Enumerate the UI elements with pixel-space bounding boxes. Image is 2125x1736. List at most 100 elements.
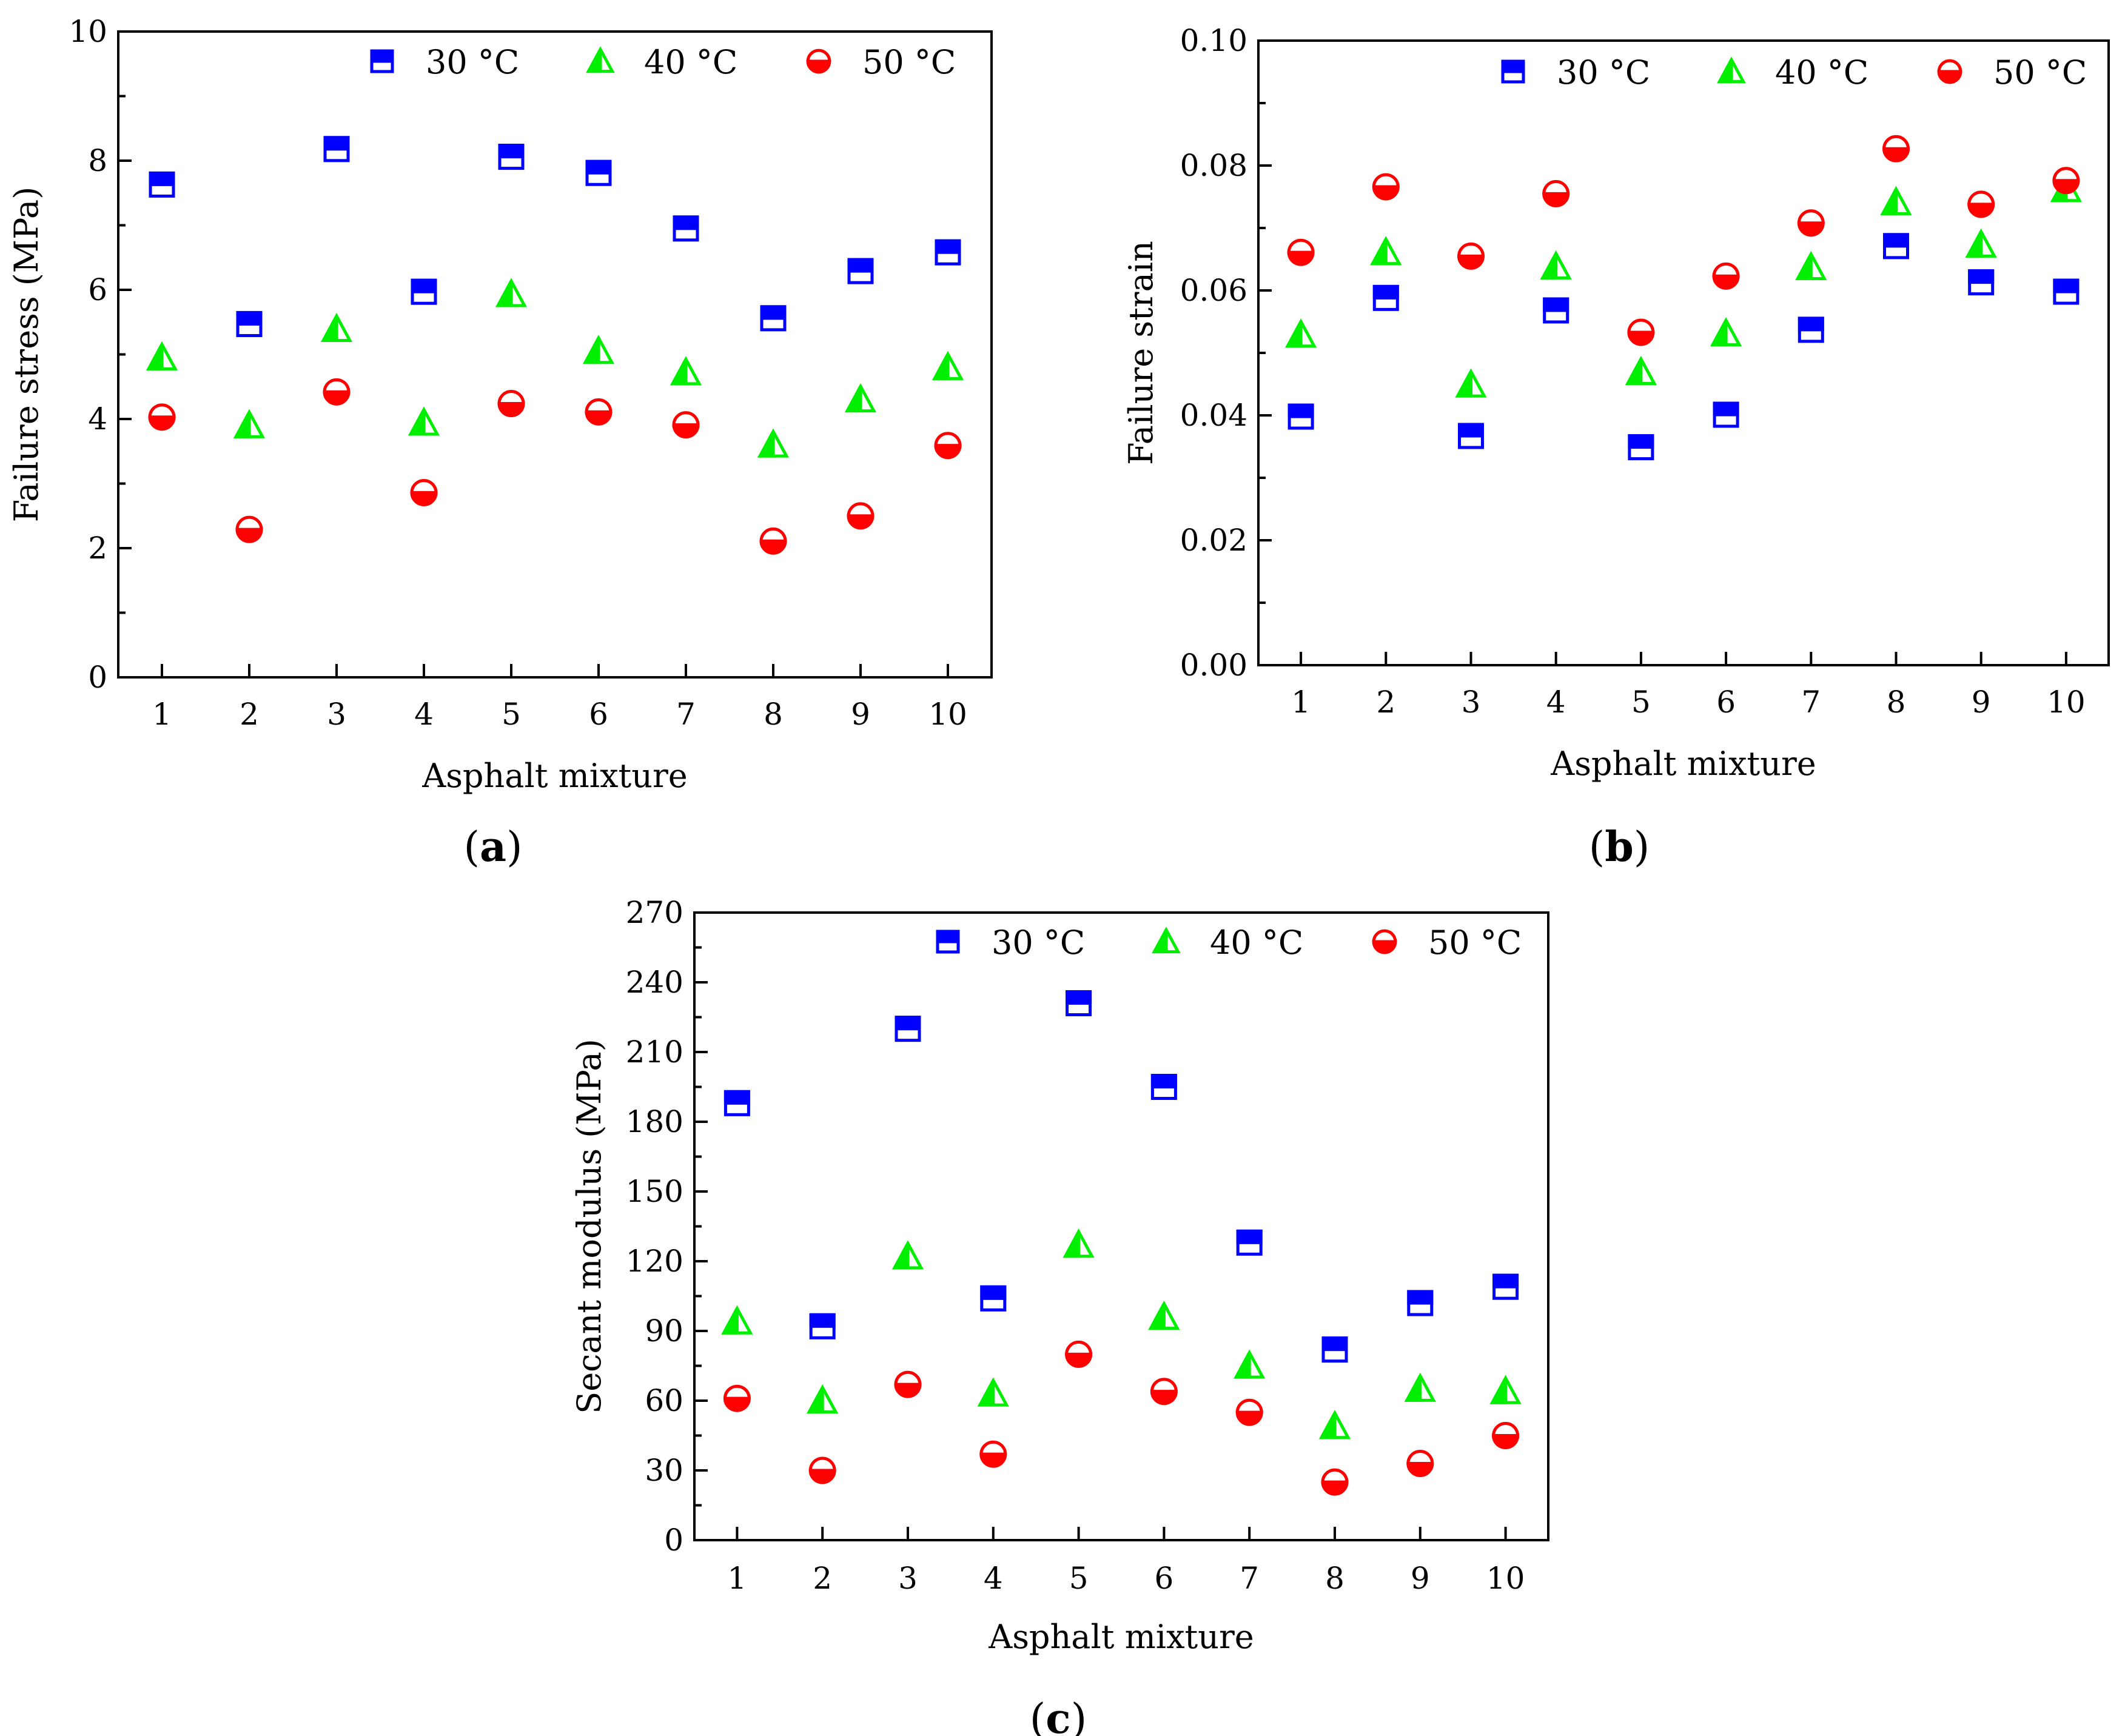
data-point-fill — [723, 1090, 750, 1105]
data-point-fill — [1404, 1375, 1422, 1402]
x-axis-title: Asphalt mixture — [988, 1618, 1254, 1656]
caption-letter: b — [1605, 823, 1634, 871]
series-triangle — [1285, 173, 2082, 398]
data-point-fill — [1321, 1480, 1349, 1496]
data-point-fill — [1457, 254, 1485, 270]
legend-marker-fill — [936, 930, 960, 943]
data-point-fill — [1370, 238, 1388, 266]
data-point — [1540, 250, 1572, 280]
data-point-fill — [1406, 1462, 1434, 1477]
data-point-fill — [980, 1285, 1007, 1300]
data-point — [1150, 1378, 1178, 1406]
data-point — [1965, 228, 1997, 258]
data-point — [759, 527, 787, 555]
x-tick-label: 5 — [1069, 1561, 1089, 1596]
data-point-fill — [498, 144, 525, 159]
y-tick-label: 60 — [645, 1383, 683, 1418]
data-point-fill — [1797, 221, 1825, 237]
data-point — [585, 159, 612, 186]
data-point — [891, 1240, 924, 1270]
data-point-fill — [894, 1382, 922, 1398]
data-point-fill — [1628, 434, 1654, 449]
data-point-fill — [1285, 321, 1303, 348]
data-point-fill — [844, 386, 862, 413]
y-tick-label: 270 — [626, 895, 683, 930]
x-tick-label: 1 — [1291, 685, 1311, 720]
data-point — [1628, 434, 1654, 461]
data-point — [148, 403, 176, 431]
data-point — [932, 350, 964, 380]
x-tick-label: 10 — [928, 697, 967, 732]
data-point — [1627, 318, 1655, 346]
data-point-fill — [1287, 403, 1314, 418]
data-point-fill — [1540, 252, 1558, 280]
caption-open: ( — [1589, 823, 1605, 871]
caption-letter: a — [480, 823, 506, 871]
data-point-fill — [408, 409, 426, 436]
data-point — [1407, 1290, 1434, 1316]
x-tick-label: 6 — [589, 697, 608, 732]
series-circle — [723, 1340, 1520, 1496]
x-tick-label: 7 — [676, 697, 696, 732]
data-point — [497, 389, 525, 417]
caption-close: ) — [506, 823, 523, 871]
legend-label: 30 °C — [992, 923, 1085, 962]
legend-marker-fill — [1372, 940, 1397, 954]
y-tick-label: 120 — [626, 1244, 683, 1279]
data-point — [1406, 1450, 1434, 1477]
data-point-fill — [1543, 297, 1569, 312]
series-square — [149, 136, 961, 337]
plot-frame — [693, 911, 1549, 1541]
caption-letter: c — [1046, 1695, 1070, 1736]
data-point — [894, 1370, 922, 1398]
series-circle — [148, 378, 962, 555]
legend-marker-fill — [806, 59, 831, 74]
legend: 30 °C 40 °C 50 °C — [1501, 53, 2087, 92]
series-square — [1287, 233, 2080, 461]
x-tick-label: 8 — [764, 697, 783, 732]
y-tick-label: 0.02 — [1180, 523, 1247, 558]
data-point-fill — [1882, 147, 1910, 163]
data-point — [808, 1456, 836, 1484]
data-point — [934, 432, 962, 460]
data-point-fill — [1407, 1290, 1434, 1305]
legend-marker-fill — [1937, 70, 1962, 84]
series-triangle — [721, 1228, 1522, 1439]
x-tick-label: 8 — [1887, 685, 1906, 720]
data-point — [1318, 1410, 1351, 1439]
data-point — [2052, 167, 2080, 195]
y-tick-label: 0.06 — [1180, 273, 1247, 308]
data-point — [977, 1377, 1009, 1407]
data-point — [495, 278, 528, 307]
data-point — [411, 278, 437, 305]
data-point — [807, 1384, 839, 1414]
y-tick-label: 210 — [626, 1034, 683, 1070]
x-tick-label: 5 — [1631, 685, 1651, 720]
legend-marker — [1501, 59, 1525, 84]
data-point — [670, 356, 702, 386]
legend-label: 30 °C — [426, 43, 519, 81]
y-tick-label: 0 — [88, 660, 107, 695]
data-point-fill — [1234, 1352, 1251, 1379]
series-triangle — [146, 278, 964, 458]
x-tick-label: 2 — [240, 697, 259, 732]
legend: 30 °C 40 °C 50 °C — [936, 923, 1522, 962]
y-tick-label: 0.04 — [1180, 398, 1247, 433]
data-point — [1062, 1228, 1095, 1258]
x-tick-label: 2 — [1376, 685, 1395, 720]
data-point-fill — [809, 1313, 836, 1328]
data-point — [582, 335, 615, 364]
data-point-fill — [895, 1016, 921, 1031]
data-point-fill — [1066, 990, 1092, 1005]
data-point-fill — [721, 1307, 739, 1335]
data-point — [1457, 242, 1485, 270]
data-point-fill — [1236, 1229, 1263, 1244]
data-point-fill — [1489, 1377, 1508, 1404]
panel-caption: (c) — [1030, 1695, 1087, 1736]
data-point — [1321, 1468, 1349, 1496]
x-tick-label: 3 — [898, 1561, 918, 1596]
legend-marker — [1937, 59, 1962, 84]
data-point — [498, 144, 525, 170]
data-point — [410, 478, 438, 506]
y-tick-label: 240 — [626, 965, 683, 1000]
